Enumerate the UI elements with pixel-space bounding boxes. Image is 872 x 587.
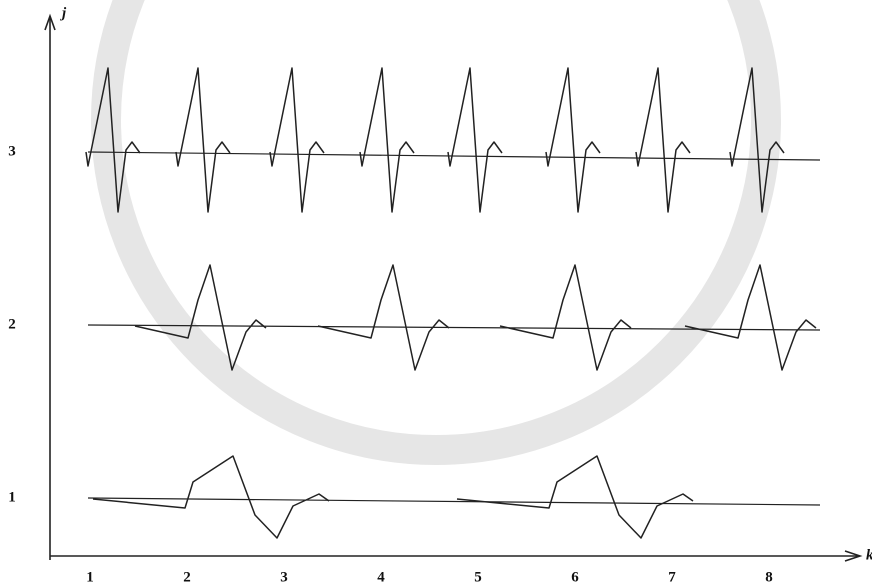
baseline bbox=[88, 498, 820, 505]
x-tick-label: 6 bbox=[571, 569, 579, 585]
wave-j3 bbox=[360, 68, 414, 212]
wave-j1 bbox=[457, 456, 693, 538]
wave-j3 bbox=[546, 68, 600, 212]
y-tick-label: 2 bbox=[8, 316, 16, 332]
wave-j3 bbox=[448, 68, 502, 212]
x-tick-label: 7 bbox=[668, 569, 676, 585]
figure: j k 1 2 3 4 5 6 7 8 1 2 3 bbox=[0, 0, 872, 587]
y-axis-label: j bbox=[60, 5, 67, 21]
x-tick-label: 4 bbox=[377, 569, 385, 585]
y-tick-label: 3 bbox=[8, 143, 16, 159]
wave-j3 bbox=[176, 68, 230, 212]
wave-j2 bbox=[318, 265, 449, 370]
x-axis-label: k bbox=[866, 547, 872, 563]
x-tick-label: 2 bbox=[183, 569, 191, 585]
x-tick-label: 8 bbox=[765, 569, 773, 585]
x-tick-label: 3 bbox=[280, 569, 288, 585]
y-tick-label: 1 bbox=[8, 489, 16, 505]
wave-j2 bbox=[500, 265, 631, 370]
wave-j3 bbox=[636, 68, 690, 212]
watermark bbox=[106, 0, 766, 450]
wave-j1 bbox=[93, 456, 329, 538]
x-tick-label: 5 bbox=[474, 569, 482, 585]
x-tick-label: 1 bbox=[86, 569, 94, 585]
baseline bbox=[88, 152, 820, 160]
wave-j3 bbox=[270, 68, 324, 212]
